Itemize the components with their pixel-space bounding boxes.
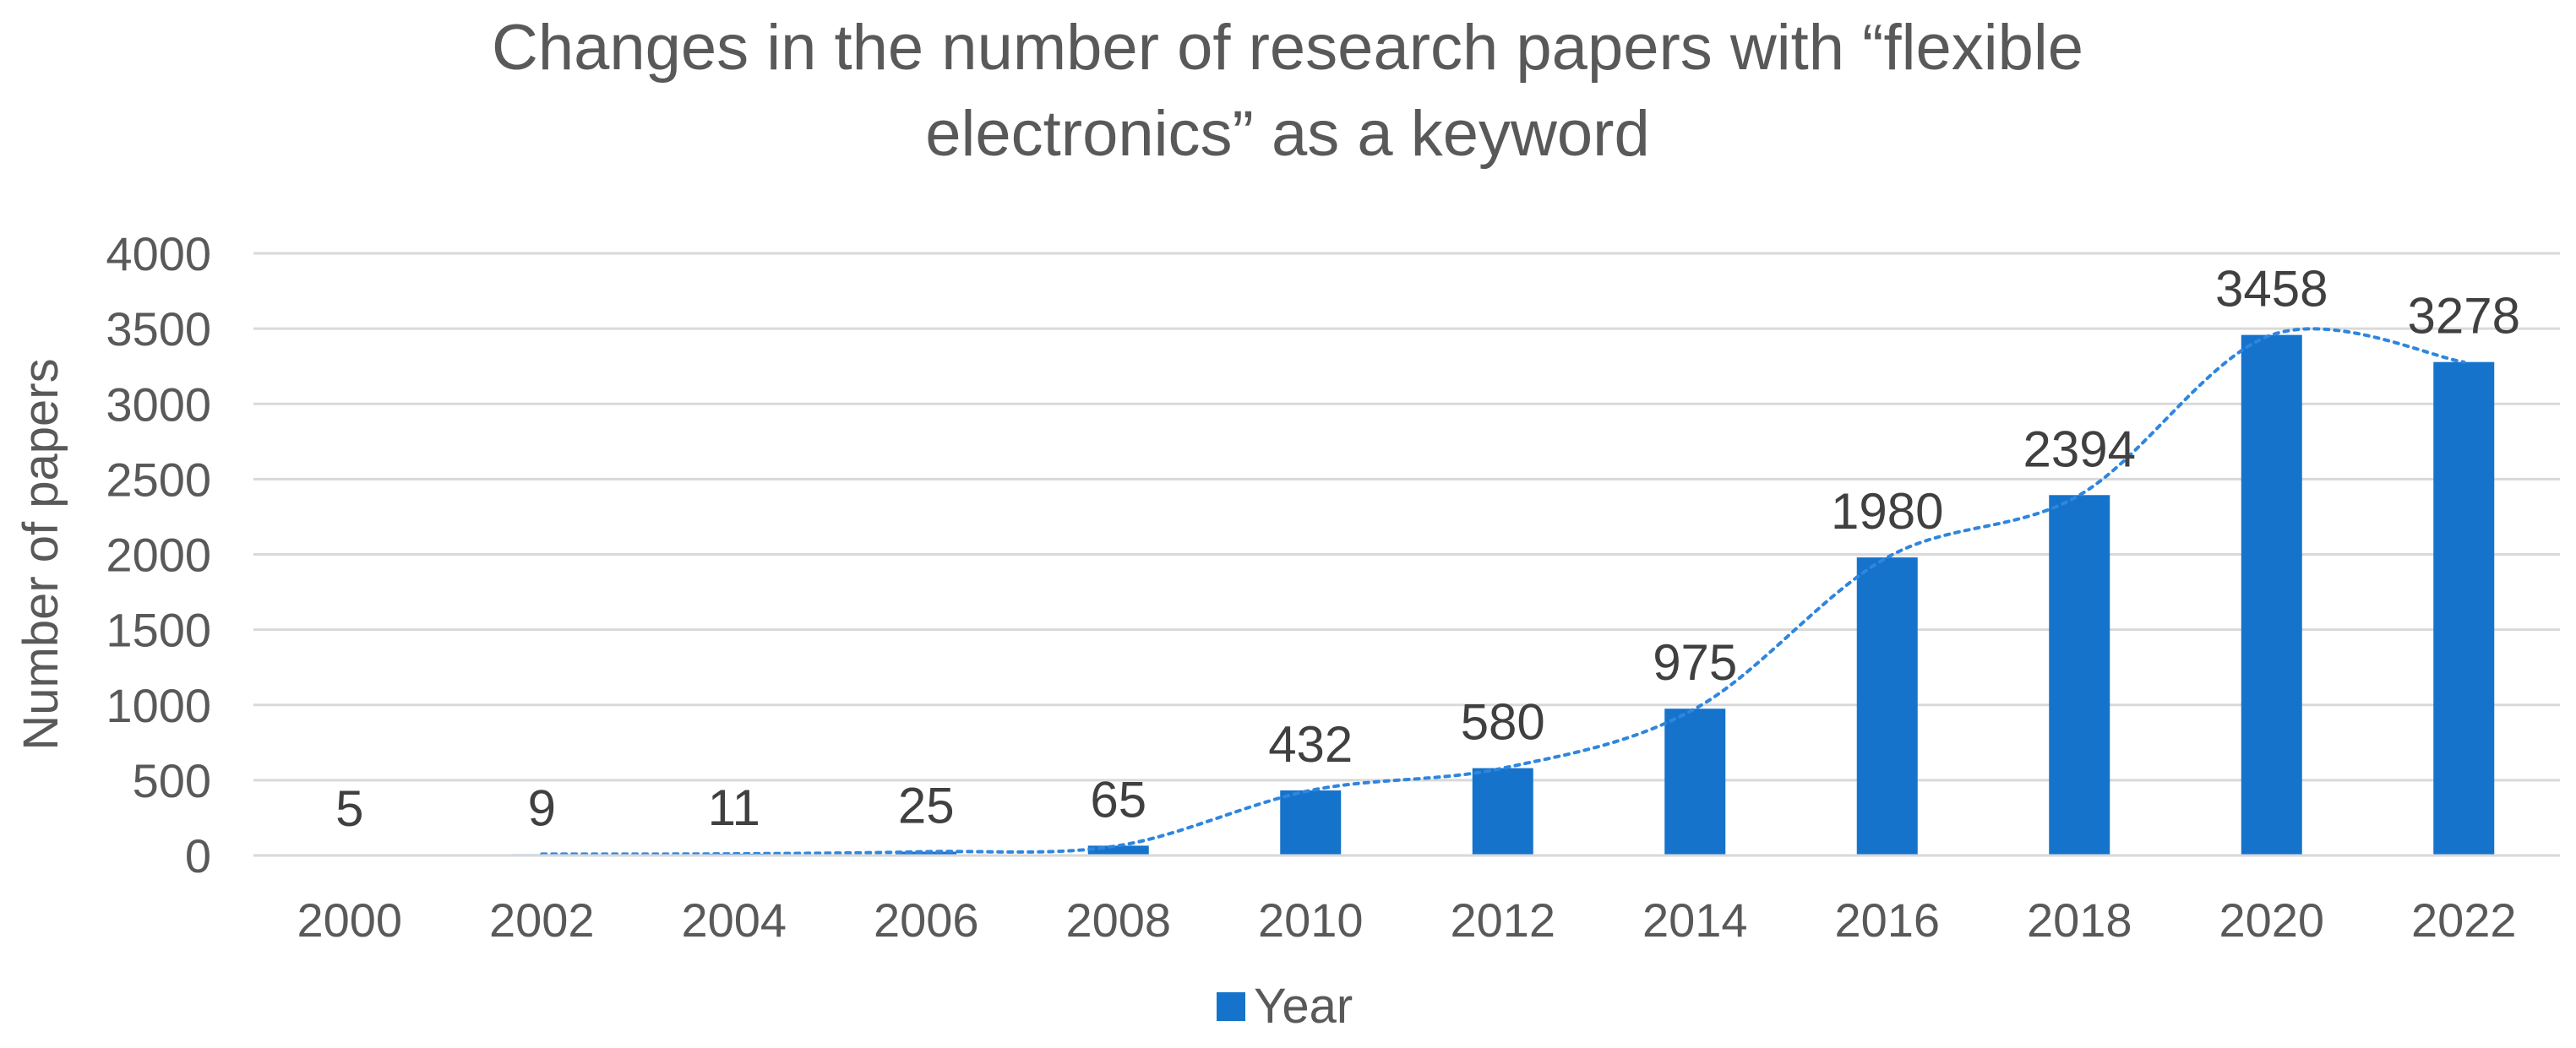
data-label-2022: 3278 bbox=[2408, 288, 2520, 345]
data-label-2004: 11 bbox=[708, 779, 760, 836]
legend: Year bbox=[1217, 979, 1353, 1034]
data-label-2002: 9 bbox=[528, 779, 556, 836]
y-tick-label: 2500 bbox=[106, 453, 211, 506]
bar-2010 bbox=[1280, 790, 1342, 855]
data-label-2000: 5 bbox=[335, 780, 363, 837]
bars bbox=[319, 334, 2495, 855]
x-tick-label: 2014 bbox=[1642, 893, 1748, 947]
bar-2006 bbox=[896, 851, 957, 855]
x-tick-label: 2008 bbox=[1065, 893, 1171, 947]
x-tick-label: 2016 bbox=[1834, 893, 1940, 947]
chart-title-line: Changes in the number of research papers… bbox=[492, 12, 2083, 84]
y-tick-label: 0 bbox=[185, 829, 211, 882]
data-label-2012: 580 bbox=[1461, 694, 1545, 751]
x-tick-label: 2020 bbox=[2219, 893, 2324, 947]
x-tick-label: 2010 bbox=[1258, 893, 1364, 947]
trendline bbox=[540, 327, 2466, 856]
data-label-2006: 25 bbox=[898, 778, 955, 834]
legend-label: Year bbox=[1254, 979, 1353, 1034]
chart-title-line: electronics” as a keyword bbox=[925, 98, 1649, 170]
bar-2016 bbox=[1856, 557, 1918, 855]
y-tick-label: 1500 bbox=[106, 604, 211, 657]
data-label-2010: 432 bbox=[1268, 716, 1353, 773]
y-tick-label: 4000 bbox=[106, 227, 211, 280]
x-tick-label: 2006 bbox=[874, 893, 979, 947]
y-tick-label: 2000 bbox=[106, 529, 211, 582]
bar-2008 bbox=[1087, 845, 1149, 855]
y-axis-ticks: 0 500 1000 1500 2000 2500 3000 3500 4000 bbox=[106, 227, 211, 882]
bar-2014 bbox=[1664, 709, 1726, 855]
data-label-2018: 2394 bbox=[2023, 421, 2136, 477]
x-tick-label: 2000 bbox=[297, 893, 402, 947]
data-labels: 5 9 11 25 65 432 580 975 1980 2394 3458 3278 bbox=[335, 261, 2520, 837]
data-label-2020: 3458 bbox=[2215, 261, 2328, 318]
x-tick-label: 2004 bbox=[681, 893, 787, 947]
y-tick-label: 3000 bbox=[106, 377, 211, 431]
bar-2018 bbox=[2049, 495, 2110, 855]
legend-swatch bbox=[1217, 992, 1245, 1021]
x-tick-label: 2012 bbox=[1450, 893, 1555, 947]
y-tick-label: 3500 bbox=[106, 302, 211, 356]
x-axis-ticks: 2000 2002 2004 2006 2008 2010 2012 2014 2016 2018… bbox=[297, 893, 2516, 947]
bar-2022 bbox=[2433, 361, 2495, 855]
data-label-2016: 1980 bbox=[1831, 483, 1943, 540]
gridlines bbox=[253, 252, 2560, 782]
x-tick-label: 2022 bbox=[2411, 893, 2517, 947]
bar-2012 bbox=[1472, 768, 1533, 855]
data-label-2008: 65 bbox=[1090, 771, 1146, 828]
x-tick-label: 2018 bbox=[2027, 893, 2132, 947]
y-tick-label: 500 bbox=[133, 754, 211, 807]
chart-title: Changes in the number of research papers… bbox=[492, 12, 2083, 170]
bar-2020 bbox=[2241, 334, 2302, 855]
data-label-2014: 975 bbox=[1653, 634, 1737, 691]
y-tick-label: 1000 bbox=[106, 679, 211, 732]
x-tick-label: 2002 bbox=[489, 893, 595, 947]
y-axis-label: Number of papers bbox=[14, 358, 68, 750]
